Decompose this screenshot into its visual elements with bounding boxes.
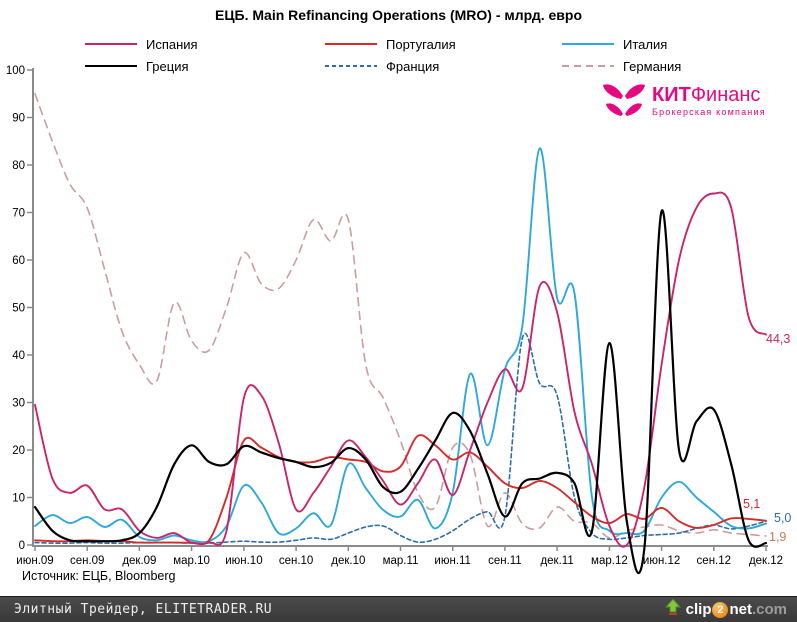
end-value-Германия: 1,9 — [769, 530, 787, 544]
y-tick-label: 100 — [6, 65, 25, 77]
series-line-Италия — [34, 147, 767, 544]
x-tick-label: июн.09 — [16, 555, 53, 567]
x-tick-label: дек.09 — [122, 555, 156, 567]
legend-item-Греция: Греция — [85, 58, 189, 74]
footer-site-text: Элитный Трейдер, ELITETRADER.RU — [14, 602, 273, 617]
y-tick-label: 90 — [12, 113, 25, 125]
x-tick-label: сен.10 — [279, 555, 313, 567]
legend-label: Греция — [146, 58, 189, 74]
end-value-Франция: 5,0 — [774, 511, 792, 525]
x-tick-label: июн.10 — [225, 555, 262, 567]
clip2net-net: net — [729, 601, 752, 618]
x-tick-label: сен.11 — [488, 555, 522, 567]
y-tick-label: 40 — [12, 350, 25, 362]
x-tick-label: дек.12 — [749, 555, 783, 567]
y-tick-label: 50 — [12, 303, 25, 315]
y-tick-label: 70 — [12, 208, 25, 220]
y-tick-label: 10 — [12, 493, 25, 505]
x-tick-label: дек.10 — [331, 555, 365, 567]
y-tick-label: 0 — [19, 540, 25, 552]
footer-bar: Элитный Трейдер, ELITETRADER.RU clip 2 net… — [0, 596, 797, 622]
series-line-Португалия — [34, 434, 767, 546]
y-tick-label: 30 — [12, 398, 25, 410]
x-tick-label: мар.11 — [383, 555, 419, 567]
kitfinance-brand-bold: КИТ — [652, 84, 691, 106]
kitfinance-wings-icon — [603, 84, 645, 116]
x-tick-label: сен.09 — [70, 555, 104, 567]
kitfinance-brand-rest: Финанс — [690, 84, 761, 106]
line-chart: 0 10 20 30 40 50 60 70 80 90 100 июн.09 сен.09 дек.09… — [6, 65, 783, 575]
clip2net-two-badge: 2 — [712, 601, 729, 618]
y-tick-label: 60 — [12, 255, 25, 267]
series-line-Греция — [33, 209, 768, 575]
legend-item-Португалия: Португалия — [325, 36, 456, 52]
clip2net-clip: clip — [685, 601, 712, 618]
legend-item-Италия: Италия — [562, 36, 667, 52]
clip2net-logo[interactable]: clip 2 net .com — [664, 598, 787, 620]
kitfinance-logo: КИТФинанс Брокерская компания — [602, 84, 766, 122]
source-note: Источник: ЕЦБ, Bloomberg — [22, 569, 176, 583]
y-tick-label: 80 — [12, 160, 25, 172]
chart-title: ЕЦБ. Main Refinancing Operations (MRO) -… — [214, 7, 583, 23]
axis-lines — [32, 68, 768, 547]
legend-label: Испания — [146, 36, 198, 52]
end-value-Португалия: 5,1 — [743, 497, 761, 511]
x-tick-label: июн.12 — [643, 555, 680, 567]
kitfinance-subtitle: Брокерская компания — [652, 107, 766, 117]
clip2net-dotcom: .com — [751, 601, 787, 618]
series-line-Испания — [34, 191, 767, 548]
legend-swatch-solid — [562, 43, 614, 45]
legend-swatch-solid — [85, 43, 137, 45]
x-tick-label: сен.12 — [697, 555, 731, 567]
series-line-Германия — [34, 93, 767, 539]
legend-item-Испания: Испания — [85, 36, 198, 52]
legend-label: Италия — [623, 36, 668, 52]
legend-item-Германия: Германия — [562, 58, 681, 74]
x-tick-label: мар.12 — [591, 555, 628, 567]
legend-label: Франция — [386, 58, 440, 74]
legend-swatch-dashed-large — [562, 65, 614, 67]
legend-label: Португалия — [386, 36, 456, 52]
legend-item-Франция: Франция — [325, 58, 439, 74]
end-value-Испания: 44,3 — [766, 332, 791, 346]
x-tick-label: июн.11 — [434, 555, 471, 567]
x-tick-label: мар.10 — [173, 555, 210, 567]
kitfinance-brand: КИТФинанс — [652, 84, 766, 106]
legend-swatch-solid — [85, 65, 137, 67]
y-tick-label: 20 — [12, 445, 25, 457]
x-tick-label: дек.11 — [540, 555, 573, 567]
series-line-Франция — [34, 332, 767, 545]
legend-swatch-dashed-small — [325, 65, 377, 67]
legend-swatch-solid — [325, 43, 377, 45]
green-up-arrow-icon — [664, 598, 681, 620]
legend-label: Германия — [623, 58, 682, 74]
